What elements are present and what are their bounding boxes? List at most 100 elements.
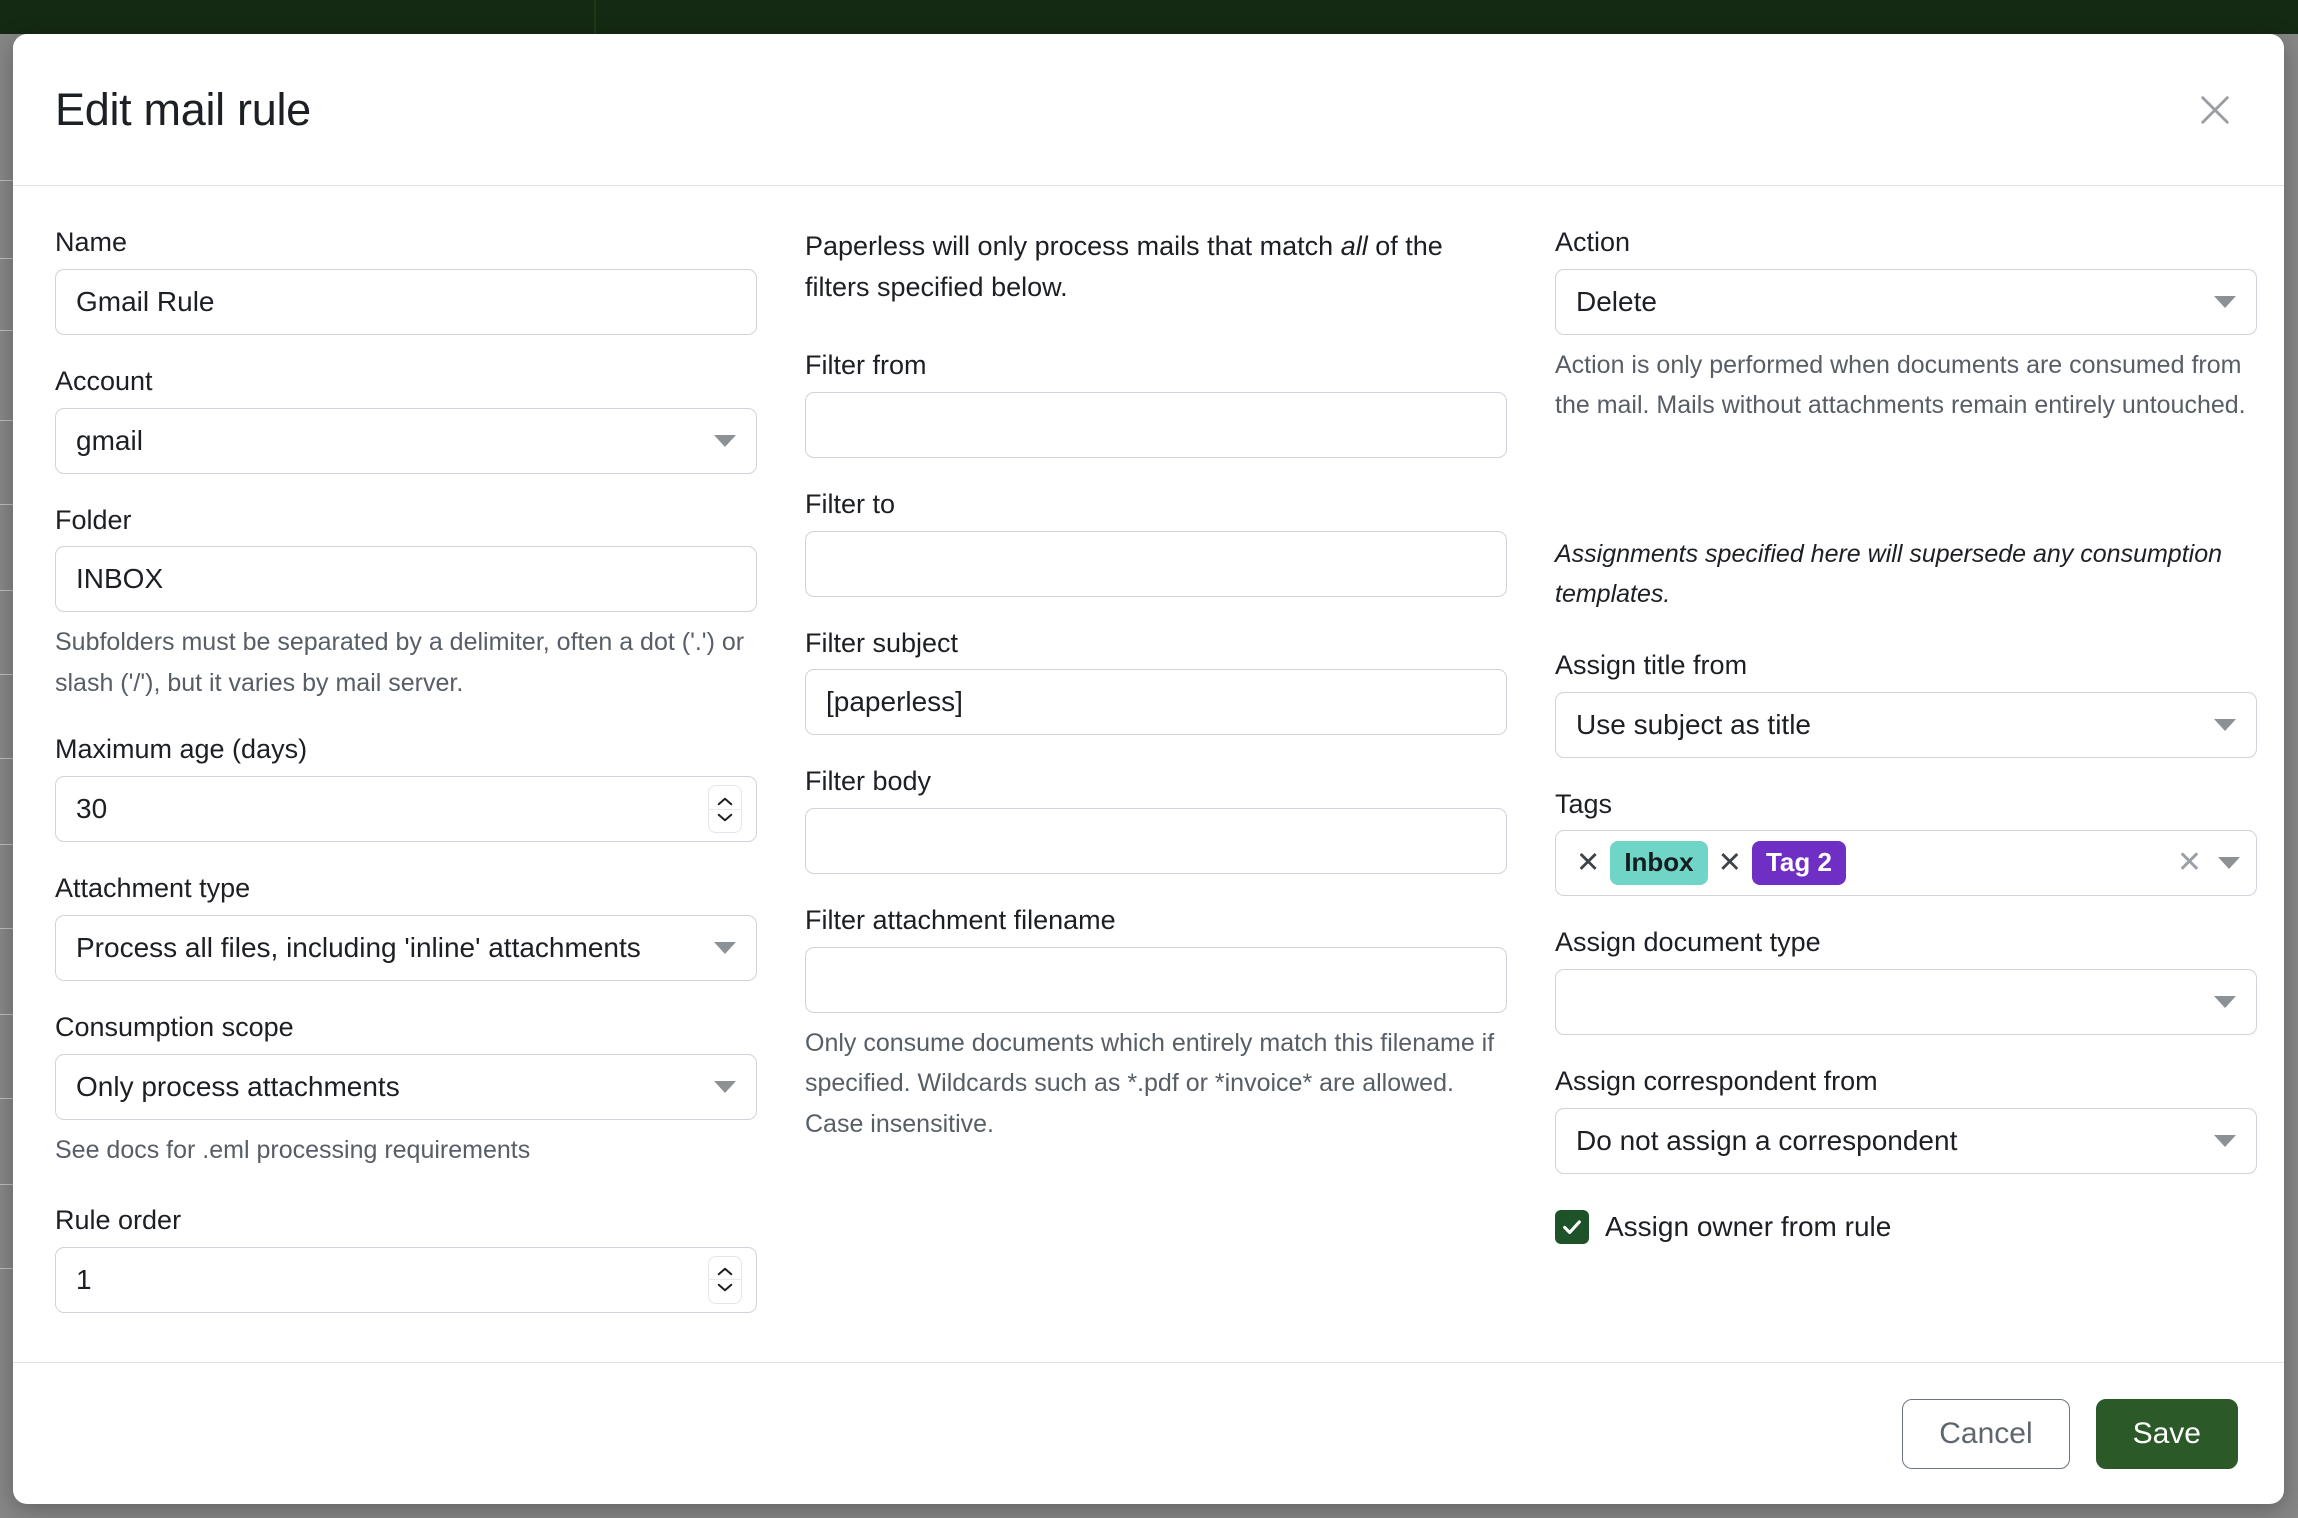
field-folder: Folder INBOX Subfolders must be separate… bbox=[55, 504, 757, 704]
action-help-text: Action is only performed when documents … bbox=[1555, 350, 2246, 420]
close-icon[interactable]: ✕ bbox=[1576, 846, 1601, 879]
label-assign-correspondent-from: Assign correspondent from bbox=[1555, 1066, 1878, 1096]
clear-all-icon[interactable]: ✕ bbox=[2176, 846, 2202, 880]
column-actions: Action Delete Action is only performed w… bbox=[1555, 226, 2257, 1362]
rule-order-stepper[interactable] bbox=[708, 1255, 742, 1304]
label-filter-attachment-filename: Filter attachment filename bbox=[805, 905, 1116, 935]
account-select[interactable]: gmail bbox=[55, 407, 757, 474]
chevron-down-icon bbox=[717, 813, 733, 821]
chevron-down-icon bbox=[714, 1080, 736, 1093]
action-select[interactable]: Delete bbox=[1555, 268, 2257, 335]
cancel-button[interactable]: Cancel bbox=[1902, 1398, 2070, 1469]
field-assign-document-type: Assign document type bbox=[1555, 926, 2257, 1035]
chevron-down-icon bbox=[2214, 295, 2236, 308]
label-action: Action bbox=[1555, 227, 1631, 257]
app-topbar bbox=[0, 0, 2298, 34]
tag-label: Tag 2 bbox=[1751, 841, 1846, 886]
chevron-up-icon bbox=[717, 1268, 733, 1276]
label-attachment-type: Attachment type bbox=[55, 873, 251, 903]
label-filter-to: Filter to bbox=[805, 488, 896, 519]
rule-order-value: 1 bbox=[76, 1263, 92, 1295]
chevron-down-icon bbox=[717, 1284, 733, 1292]
field-filter-from: Filter from bbox=[805, 349, 1507, 458]
filter-subject-value: [paperless] bbox=[826, 686, 963, 718]
attachment-type-value: Process all files, including 'inline' at… bbox=[76, 931, 641, 963]
field-account: Account gmail bbox=[55, 365, 757, 474]
folder-help-text: Subfolders must be separated by a delimi… bbox=[55, 628, 745, 697]
field-attachment-type: Attachment type Process all files, inclu… bbox=[55, 872, 757, 981]
page-title: Edit mail rule bbox=[55, 83, 311, 135]
chevron-down-icon bbox=[714, 434, 736, 447]
assign-document-type-select[interactable] bbox=[1555, 969, 2257, 1035]
save-button[interactable]: Save bbox=[2095, 1398, 2238, 1469]
chevron-up-icon bbox=[717, 797, 733, 805]
edit-mail-rule-dialog: Edit mail rule Name Gmail Rule Account g… bbox=[13, 34, 2284, 1504]
label-assign-title-from: Assign title from bbox=[1555, 649, 1748, 680]
label-consumption-scope: Consumption scope bbox=[55, 1011, 294, 1042]
close-icon[interactable]: ✕ bbox=[1717, 846, 1742, 879]
maximum-age-input[interactable]: 30 bbox=[55, 776, 757, 842]
maximum-age-stepper[interactable] bbox=[708, 785, 742, 833]
assign-correspondent-from-select[interactable]: Do not assign a correspondent bbox=[1555, 1107, 2257, 1174]
label-name: Name bbox=[55, 227, 128, 257]
label-filter-from: Filter from bbox=[805, 350, 927, 380]
attachment-type-select[interactable]: Process all files, including 'inline' at… bbox=[55, 914, 757, 981]
assign-owner-from-rule-checkbox[interactable] bbox=[1555, 1209, 1589, 1244]
field-filter-subject: Filter subject [paperless] bbox=[805, 627, 1507, 736]
field-filter-attachment-filename: Filter attachment filename Only consume … bbox=[805, 904, 1507, 1144]
field-assign-owner-from-rule: Assign owner from rule bbox=[1555, 1209, 2257, 1244]
consumption-scope-select[interactable]: Only process attachments bbox=[55, 1053, 757, 1120]
consumption-scope-help-text: See docs for .eml processing requirement… bbox=[55, 1135, 531, 1164]
field-tags: Tags ✕ Inbox ✕ Tag 2 ✕ bbox=[1555, 788, 2257, 897]
app-topbar-divider bbox=[594, 0, 596, 34]
field-filter-to: Filter to bbox=[805, 488, 1507, 597]
chevron-down-icon[interactable] bbox=[2218, 857, 2240, 870]
filters-intro-text: Paperless will only process mails that m… bbox=[805, 226, 1507, 307]
assign-title-from-value: Use subject as title bbox=[1576, 708, 1811, 740]
field-name: Name Gmail Rule bbox=[55, 226, 757, 335]
folder-input[interactable]: INBOX bbox=[55, 546, 757, 613]
label-folder: Folder bbox=[55, 504, 132, 535]
chevron-down-icon bbox=[2214, 996, 2236, 1008]
assign-owner-from-rule-label: Assign owner from rule bbox=[1605, 1210, 1892, 1242]
consumption-scope-value: Only process attachments bbox=[76, 1070, 400, 1102]
filter-subject-input[interactable]: [paperless] bbox=[805, 669, 1507, 736]
name-input-value: Gmail Rule bbox=[76, 285, 215, 317]
check-icon bbox=[1563, 1220, 1581, 1234]
filter-attachment-filename-help-text: Only consume documents which entirely ma… bbox=[805, 1028, 1495, 1138]
rule-order-input[interactable]: 1 bbox=[55, 1246, 757, 1313]
filter-attachment-filename-input[interactable] bbox=[805, 946, 1507, 1013]
assignments-note: Assignments specified here will supersed… bbox=[1555, 539, 2223, 609]
folder-input-value: INBOX bbox=[76, 563, 164, 595]
chevron-down-icon bbox=[2214, 718, 2236, 731]
column-filters: Paperless will only process mails that m… bbox=[805, 226, 1507, 1362]
tag-chip: ✕ Inbox bbox=[1572, 841, 1708, 886]
tag-label: Inbox bbox=[1610, 841, 1708, 886]
maximum-age-value: 30 bbox=[76, 793, 108, 824]
dialog-header: Edit mail rule bbox=[13, 34, 2284, 186]
intro-emphasis: all bbox=[1340, 231, 1368, 261]
filter-to-input[interactable] bbox=[805, 530, 1507, 597]
field-rule-order: Rule order 1 bbox=[55, 1204, 757, 1313]
account-select-value: gmail bbox=[76, 424, 143, 456]
dialog-body: Name Gmail Rule Account gmail Folder INB… bbox=[13, 186, 2284, 1362]
dialog-footer: Cancel Save bbox=[13, 1362, 2284, 1504]
chevron-down-icon bbox=[714, 941, 736, 954]
chevron-down-icon bbox=[2214, 1134, 2236, 1147]
filter-body-input[interactable] bbox=[805, 808, 1507, 874]
intro-before: Paperless will only process mails that m… bbox=[805, 231, 1341, 261]
column-general: Name Gmail Rule Account gmail Folder INB… bbox=[55, 226, 757, 1362]
section-spacer bbox=[1555, 438, 2257, 524]
field-action: Action Delete Action is only performed w… bbox=[1555, 226, 2257, 426]
label-maximum-age: Maximum age (days) bbox=[55, 734, 308, 765]
filter-from-input[interactable] bbox=[805, 391, 1507, 458]
name-input[interactable]: Gmail Rule bbox=[55, 268, 757, 335]
assign-correspondent-from-value: Do not assign a correspondent bbox=[1576, 1124, 1958, 1156]
label-rule-order: Rule order bbox=[55, 1205, 182, 1235]
assign-title-from-select[interactable]: Use subject as title bbox=[1555, 691, 2257, 758]
tags-multiselect[interactable]: ✕ Inbox ✕ Tag 2 ✕ bbox=[1555, 830, 2257, 897]
field-filter-body: Filter body bbox=[805, 765, 1507, 874]
tags-controls: ✕ bbox=[2177, 848, 2240, 878]
close-icon[interactable] bbox=[2188, 83, 2242, 137]
label-assign-document-type: Assign document type bbox=[1555, 927, 1821, 958]
